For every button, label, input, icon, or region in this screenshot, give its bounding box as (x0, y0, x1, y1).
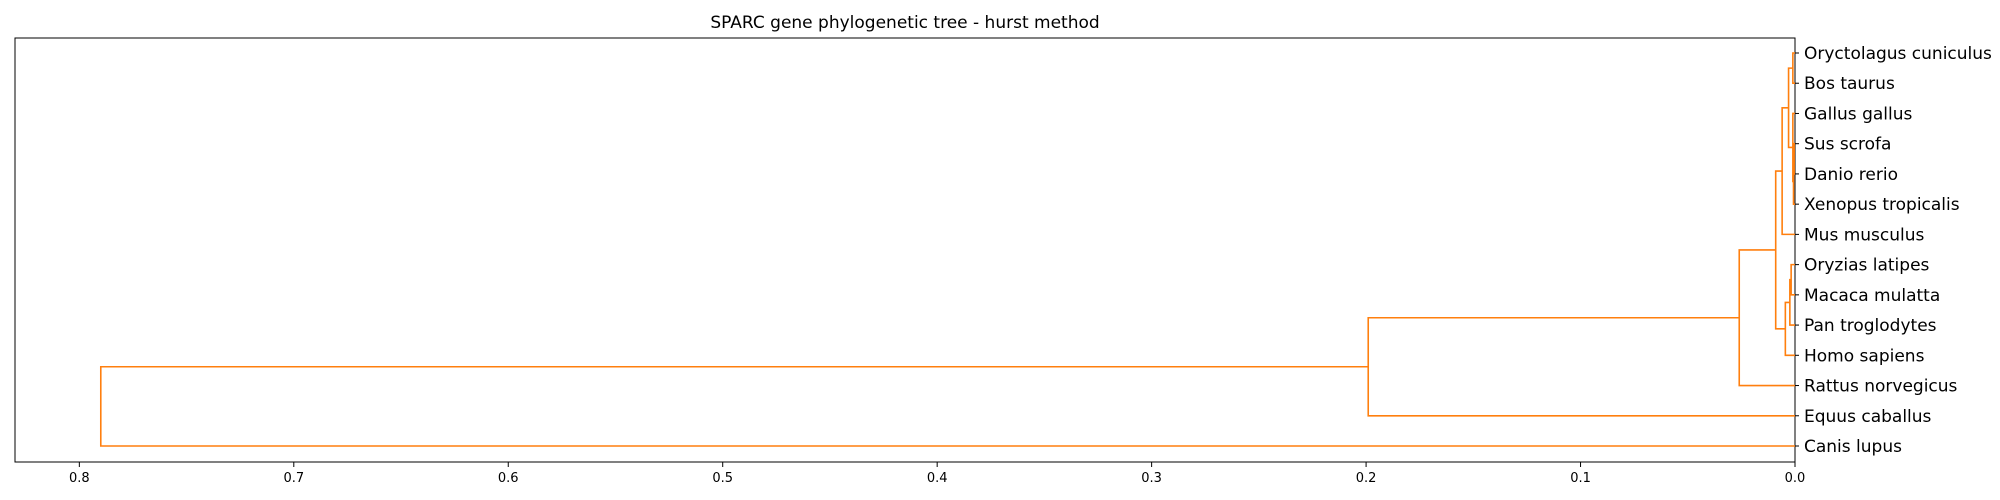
leaf-label: Xenopus tropicalis (1804, 195, 1960, 215)
x-tick-label: 0.2 (1356, 471, 1377, 486)
x-tick-label: 0.1 (1570, 471, 1591, 486)
leaf-label: Macaca mulatta (1804, 286, 1940, 306)
leaf-label: Equus caballus (1804, 407, 1932, 427)
dendrogram-link (1792, 112, 1795, 183)
dendrogram-link (1774, 170, 1786, 330)
dendrogram-link (1738, 249, 1795, 387)
dendrogram-link (1792, 52, 1795, 85)
x-tick-label: 0.7 (283, 471, 304, 486)
leaf-label: Homo sapiens (1804, 346, 1925, 366)
chart-title: SPARC gene phylogenetic tree - hurst met… (710, 13, 1099, 33)
leaf-label: Rattus norvegicus (1804, 377, 1958, 397)
leaf-label: Oryctolagus cuniculus (1804, 44, 1992, 64)
x-tick-label: 0.4 (927, 471, 948, 486)
dendrogram-link (1367, 316, 1795, 417)
leaf-label: Gallus gallus (1804, 104, 1913, 124)
x-tick-label: 0.6 (498, 471, 519, 486)
leaf-label: Bos taurus (1804, 74, 1895, 94)
leaf-label: Sus scrofa (1804, 135, 1891, 155)
dendrogram-link (1789, 278, 1795, 326)
leaf-labels: Oryctolagus cuniculus Bos taurus Gallus ga… (1795, 44, 1992, 457)
dendrogram-link (1784, 301, 1795, 357)
dendrogram-link (1787, 67, 1793, 149)
leaf-label: Mus musculus (1804, 225, 1925, 245)
leaf-label: Oryzias latipes (1804, 256, 1930, 276)
plot-area-frame (14, 37, 1796, 463)
x-tick-label: 0.8 (69, 471, 90, 486)
x-tick-label: 0.0 (1785, 471, 1806, 486)
x-tick-label: 0.3 (1141, 471, 1162, 486)
dendrogram-link (1792, 158, 1795, 205)
x-axis: 0.8 0.7 0.6 0.5 0.4 0.3 0.2 0.1 0.0 (69, 462, 1805, 486)
leaf-label: Danio rerio (1804, 165, 1898, 185)
dendrogram-links (99, 52, 1795, 447)
leaf-label: Pan troglodytes (1804, 316, 1937, 336)
dendrogram-link (99, 365, 1795, 447)
x-tick-label: 0.5 (712, 471, 733, 486)
leaf-label: Canis lupus (1804, 437, 1902, 457)
dendrogram-link (1790, 263, 1795, 296)
